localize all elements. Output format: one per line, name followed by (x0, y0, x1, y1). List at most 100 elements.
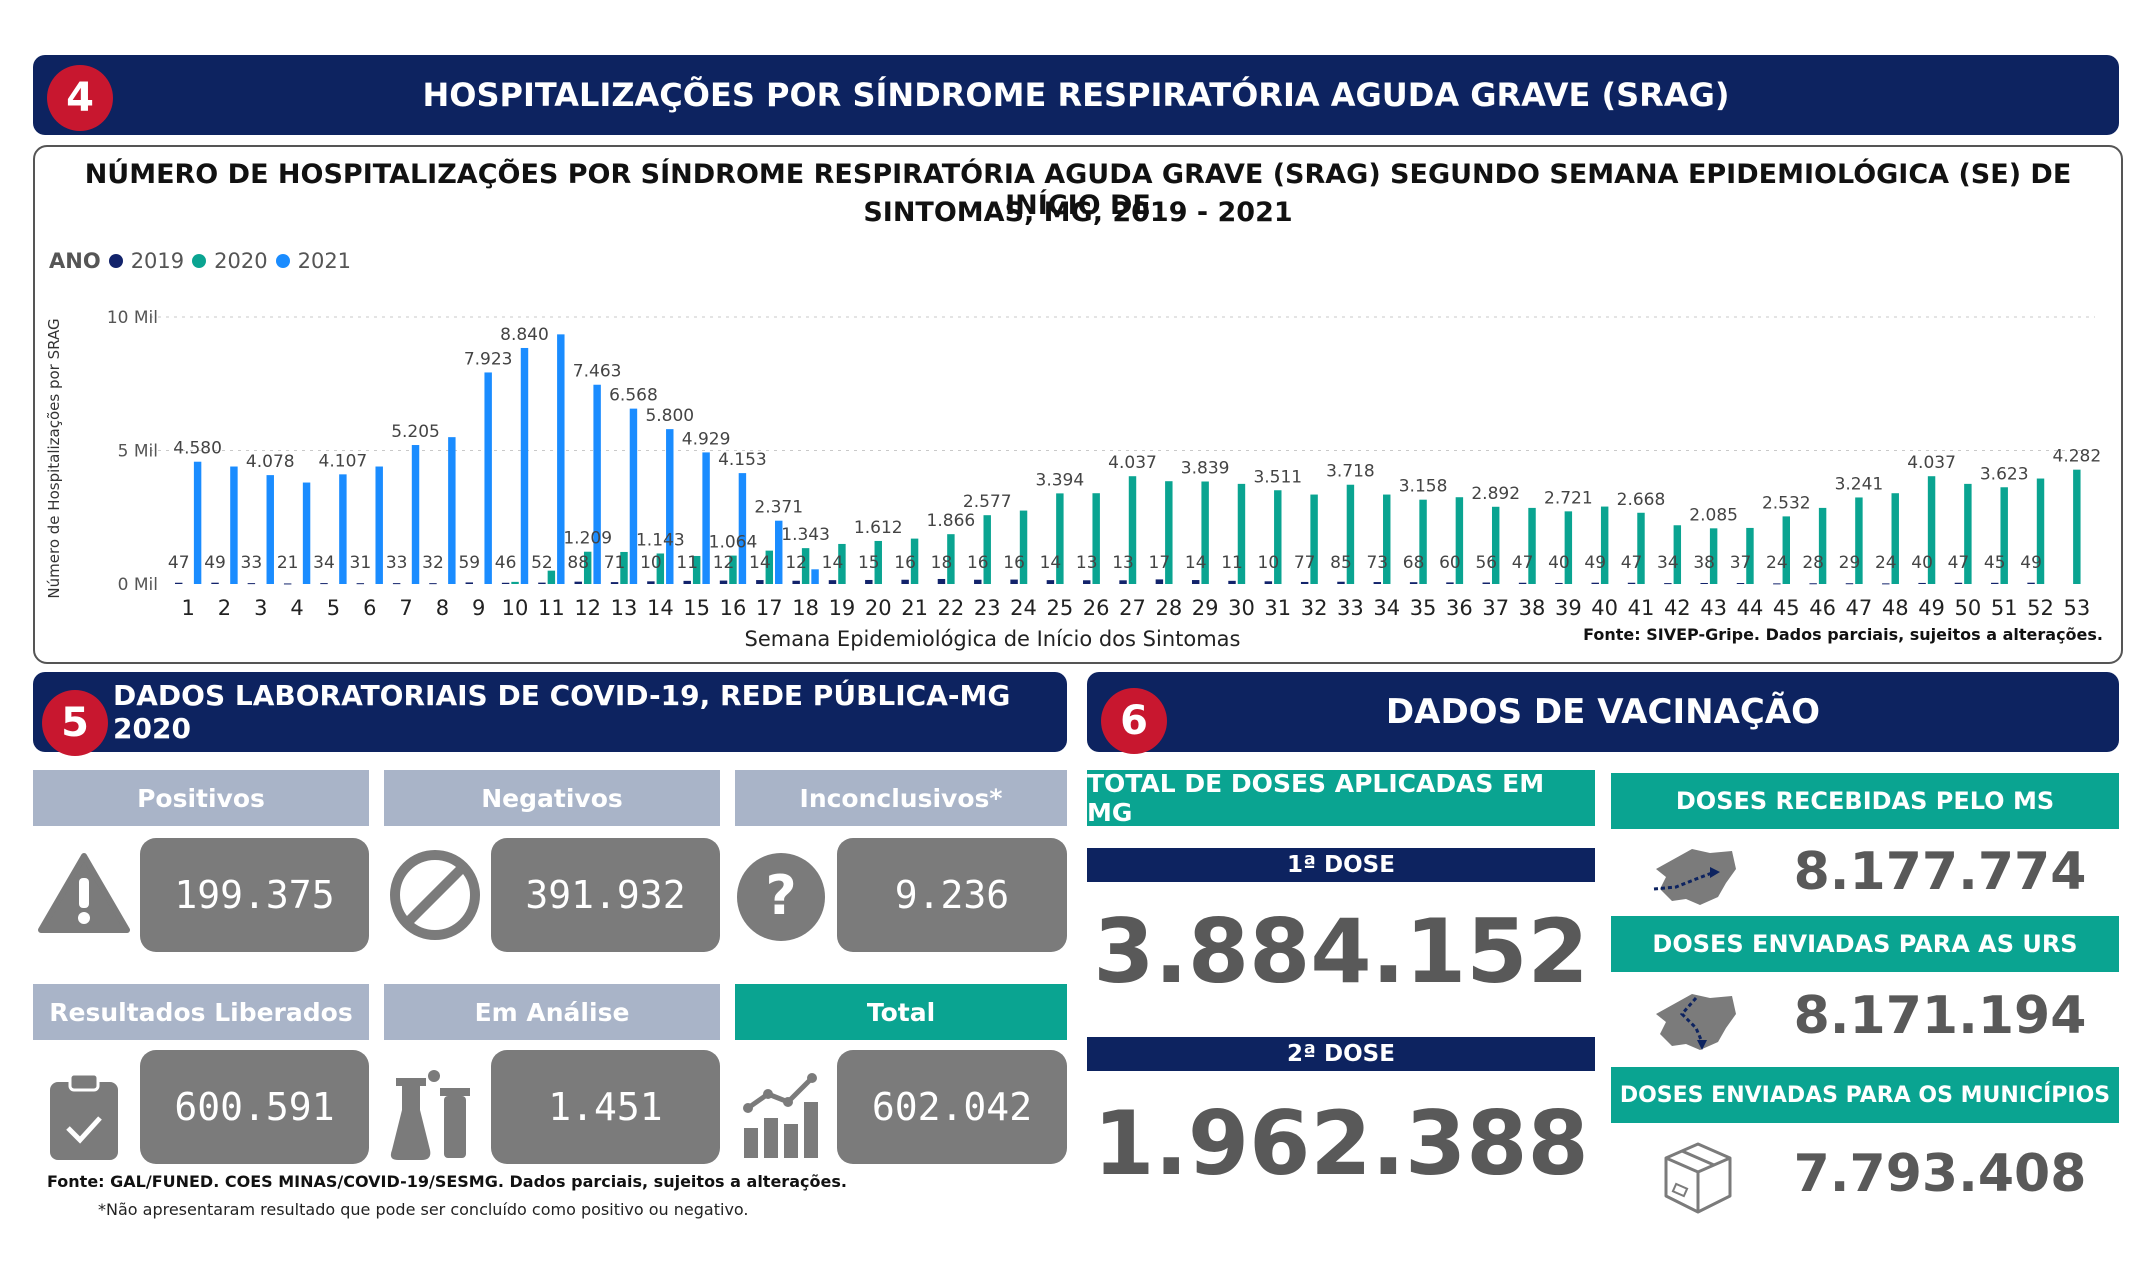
x-tick-label: 24 (1010, 596, 1037, 620)
bar-2019-se10 (501, 582, 510, 584)
bar-2019-se34 (1373, 582, 1382, 584)
data-label-2020: 3.241 (1835, 474, 1884, 494)
x-tick-label: 36 (1446, 596, 1473, 620)
data-label-2019: 45 (1984, 553, 2006, 573)
bar-2021-se3 (266, 475, 274, 584)
data-label-2019: 56 (1475, 553, 1497, 573)
bar-2019-se19 (828, 580, 837, 584)
bar-2020-se51 (2000, 487, 2008, 584)
total-doses-label: TOTAL DE DOSES APLICADAS EM MG (1087, 769, 1595, 827)
x-tick-label: 33 (1337, 596, 1364, 620)
x-tick-label: 7 (399, 596, 412, 620)
bar-2020-se33 (1346, 484, 1355, 584)
bar-2019-se36 (1446, 582, 1454, 584)
data-label-2020: 1.612 (854, 518, 903, 538)
bar-2021-se11 (557, 334, 565, 584)
question-icon: ? (737, 853, 825, 941)
box-package-icon (1664, 1142, 1732, 1214)
chart-title-line2: SINTOMAS, MG, 2019 - 2021 (863, 197, 1293, 228)
bar-2020-se15 (692, 555, 701, 584)
sent-urs-value: 8.171.194 (1793, 986, 2087, 1046)
value-total: 602.042 (837, 1050, 1067, 1164)
data-label-2019: 37 (1730, 553, 1752, 573)
bar-2019-se25 (1046, 580, 1055, 584)
x-tick-label: 17 (756, 596, 783, 620)
x-tick-label: 10 (502, 596, 529, 620)
bar-2020-se17 (765, 550, 774, 584)
data-label-2019: 18 (931, 553, 953, 573)
data-label-2019: 34 (1657, 553, 1679, 573)
section5-title: DADOS LABORATORIAIS DE COVID-19, REDE PÚ… (113, 679, 1011, 745)
bar-2021-se1 (193, 461, 202, 584)
bar-2019-se35 (1409, 582, 1418, 584)
data-label-2020: 2.532 (1762, 493, 1811, 513)
bar-2020-se41 (1637, 512, 1645, 584)
data-label-2019: 16 (1003, 553, 1025, 573)
legend-dot-2019 (108, 254, 123, 268)
bar-2019-se43 (1700, 582, 1708, 584)
bar-2020-se27 (1128, 476, 1137, 584)
data-label-2019: 47 (1621, 553, 1643, 573)
bar-2020-se34 (1383, 494, 1391, 584)
data-label-2020: 4.282 (2053, 447, 2102, 467)
section4-title: HOSPITALIZAÇÕES POR SÍNDROME RESPIRATÓRI… (422, 76, 1730, 114)
bar-2020-se50 (1964, 483, 1972, 584)
bar-2020-se52 (2036, 478, 2045, 584)
section4-header: HOSPITALIZAÇÕES POR SÍNDROME RESPIRATÓRI… (33, 55, 2119, 135)
data-label-2021: 4.929 (682, 429, 731, 449)
bar-2019-se32 (1300, 581, 1309, 584)
x-tick-label: 29 (1192, 596, 1219, 620)
bar-2019-se52 (2027, 582, 2035, 584)
section4-badge: 4 (47, 65, 113, 131)
bar-2019-se27 (1119, 580, 1127, 584)
bar-2020-se36 (1455, 497, 1464, 584)
bar-2019-se14 (647, 581, 655, 584)
bar-2021-se2 (230, 466, 238, 584)
data-label-2020: 2.721 (1544, 488, 1593, 508)
data-label-2021: 4.153 (718, 450, 767, 470)
bar-2019-se18 (792, 580, 800, 584)
data-label-2020: 1.209 (563, 529, 612, 549)
data-label-2020: 1.064 (709, 533, 758, 553)
x-tick-label: 19 (829, 596, 856, 620)
bar-2019-se8 (429, 583, 437, 585)
chart-title-line1: NÚMERO DE HOSPITALIZAÇÕES POR SÍNDROME R… (84, 159, 2072, 221)
prohibited-icon (390, 850, 480, 940)
data-label-2019: 12 (713, 553, 735, 573)
x-tick-label: 49 (1918, 596, 1945, 620)
value-resultados-liberados: 600.591 (140, 1050, 369, 1164)
x-tick-label: 18 (792, 596, 819, 620)
legend-2021: 2021 (297, 249, 352, 273)
bar-2019-se39 (1555, 582, 1563, 584)
data-label-2020: 4.037 (1907, 453, 1956, 473)
bar-2021-se17 (775, 520, 783, 584)
data-label-2020: 2.892 (1471, 484, 1520, 504)
data-label-2019: 14 (822, 553, 844, 573)
value-negativos: 391.932 (491, 838, 720, 952)
bar-2020-se20 (874, 540, 882, 584)
data-label-2019: 49 (204, 553, 226, 573)
x-axis-title: Semana Epidemiológica de Início dos Sint… (745, 627, 1241, 651)
data-label-2021: 4.580 (173, 439, 222, 459)
mg-map-inbound-icon (1653, 849, 1736, 905)
bar-2019-se44 (1736, 583, 1745, 585)
data-label-2019: 49 (1584, 553, 1606, 573)
x-tick-label: 3 (254, 596, 267, 620)
x-tick-label: 50 (1955, 596, 1982, 620)
y-tick-label: 0 Mil (118, 575, 158, 595)
bar-2020-se39 (1564, 511, 1573, 584)
bar-2021-se13 (629, 408, 638, 584)
data-label-2019: 24 (1875, 553, 1897, 573)
bar-2019-se33 (1337, 581, 1345, 584)
data-label-2019: 52 (531, 553, 553, 573)
bar-2019-se31 (1264, 581, 1273, 584)
received-label: DOSES RECEBIDAS PELO MS (1611, 773, 2119, 829)
data-label-2021: 5.800 (645, 406, 694, 426)
data-label-2019: 85 (1330, 553, 1352, 573)
bar-2019-se45 (1773, 583, 1781, 585)
x-tick-label: 26 (1083, 596, 1110, 620)
bar-2019-se13 (610, 582, 619, 584)
data-label-2020: 2.668 (1617, 490, 1666, 510)
received-value: 8.177.774 (1793, 842, 2087, 902)
sent-urs-label: DOSES ENVIADAS PARA AS URS (1611, 916, 2119, 972)
